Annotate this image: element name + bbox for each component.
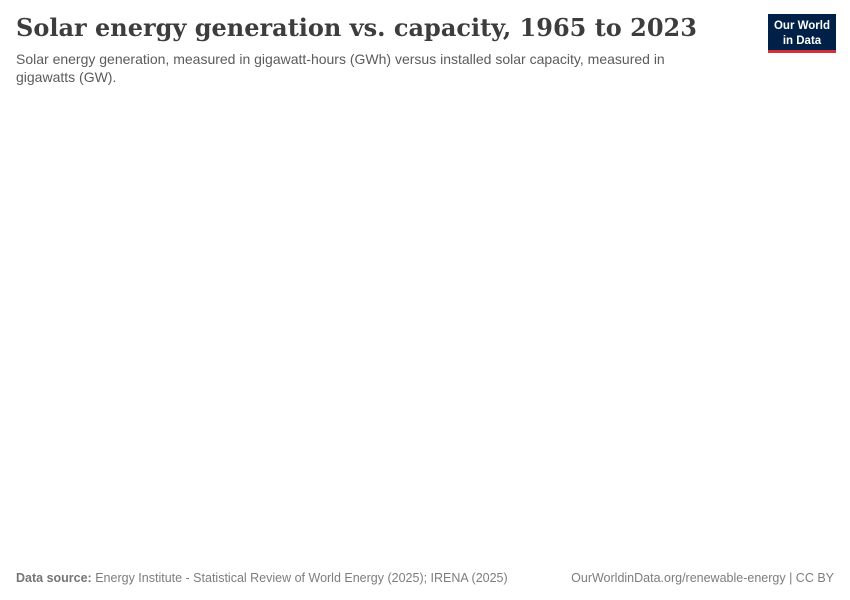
- owid-credit-link[interactable]: OurWorldinData.org/renewable-energy | CC…: [571, 571, 834, 585]
- owid-logo-text-line2: in Data: [782, 34, 822, 47]
- chart-subtitle: Solar energy generation, measured in gig…: [16, 50, 665, 86]
- chart-header: Solar energy generation vs. capacity, 19…: [0, 0, 850, 87]
- owid-logo[interactable]: Our World in Data: [768, 14, 836, 53]
- data-source-line[interactable]: Data source: Energy Institute - Statisti…: [16, 571, 508, 585]
- data-source-label: Data source:: [16, 571, 92, 585]
- chart-title: Solar energy generation vs. capacity, 19…: [16, 13, 697, 42]
- data-source-text[interactable]: Energy Institute - Statistical Review of…: [95, 571, 508, 585]
- chart-footer: Data source: Energy Institute - Statisti…: [0, 571, 850, 600]
- owid-logo-text-line1: Our World: [773, 20, 830, 33]
- chart-plot-area: [0, 86, 850, 571]
